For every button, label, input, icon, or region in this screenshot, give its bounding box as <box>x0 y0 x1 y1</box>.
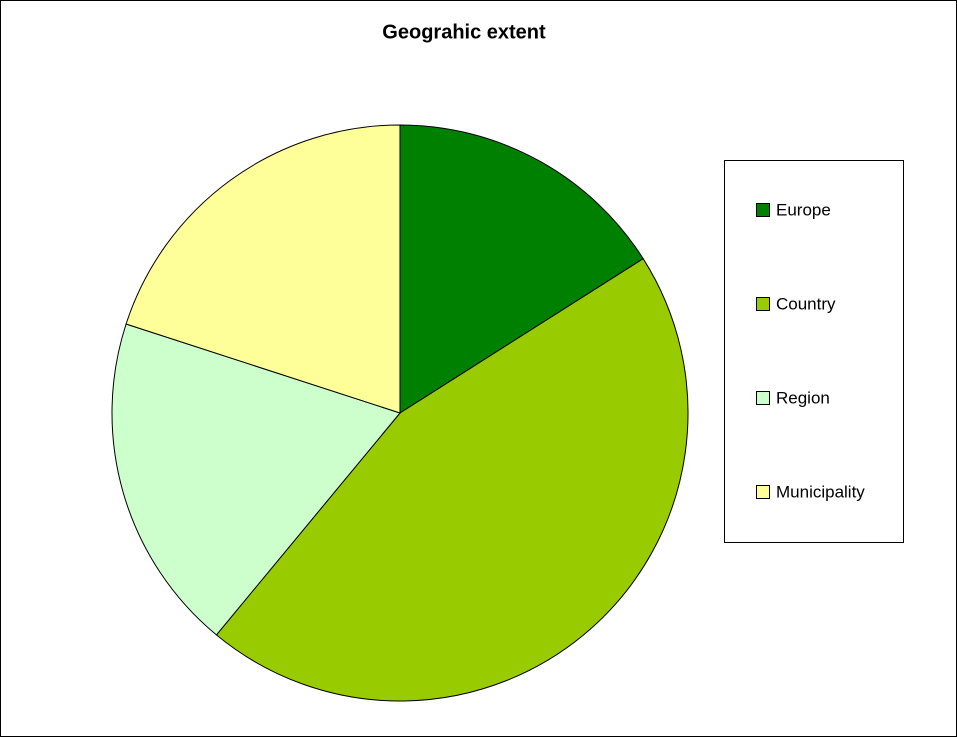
legend-swatch <box>756 485 770 499</box>
legend-swatch <box>756 203 770 217</box>
legend-label: Europe <box>776 200 831 219</box>
pie-slice <box>399 124 644 414</box>
legend-swatch <box>756 391 770 405</box>
legend-label: Region <box>776 388 830 407</box>
pie-slice <box>215 257 689 702</box>
legend-label: Country <box>776 294 836 313</box>
pie-slice <box>125 124 401 414</box>
legend-swatch <box>756 297 770 311</box>
legend-box <box>724 160 904 543</box>
legend-label: Municipality <box>776 482 865 501</box>
pie-slice <box>111 323 401 636</box>
chart-title: Geograhic extent <box>382 21 546 43</box>
